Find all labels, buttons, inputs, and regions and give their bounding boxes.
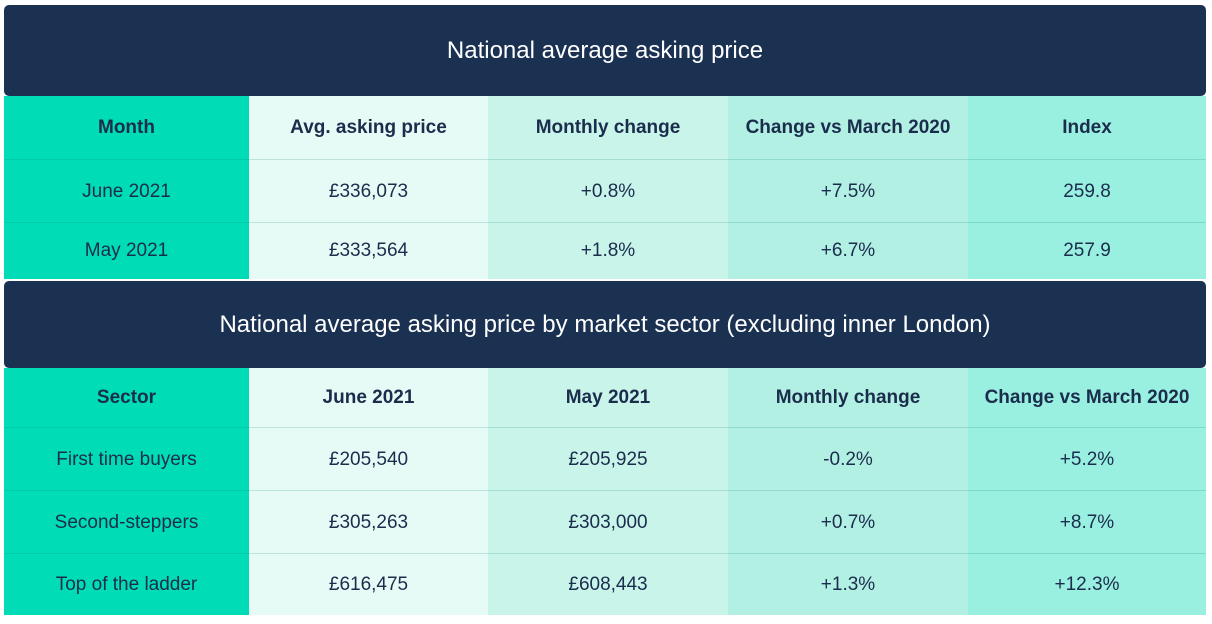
table1-title: National average asking price [446, 36, 764, 64]
table2-row3-change-vs-march: +12.3% [968, 554, 1206, 615]
table1-header-change-vs-march: Change vs March 2020 [728, 96, 968, 160]
table2-row2-may: £303,000 [488, 491, 728, 554]
table1-row1-change-vs-march: +7.5% [728, 160, 968, 223]
table1-row1-avg-price: £336,073 [249, 160, 488, 223]
table2-row3-monthly-change: +1.3% [728, 554, 968, 615]
table2-row1-may: £205,925 [488, 428, 728, 491]
asking-price-table: Month Avg. asking price Monthly change C… [4, 96, 1206, 279]
table1-row1-index: 259.8 [968, 160, 1206, 223]
table1-header-avg-price: Avg. asking price [249, 96, 488, 160]
table1-header-index: Index [968, 96, 1206, 160]
table2-row1-sector: First time buyers [4, 428, 249, 491]
table2-row2-sector: Second-steppers [4, 491, 249, 554]
table2-header-june: June 2021 [249, 368, 488, 428]
table2-header-monthly-change: Monthly change [728, 368, 968, 428]
table2-title: National average asking price by market … [219, 310, 991, 338]
table1-header-month: Month [4, 96, 249, 160]
table1-row2-change-vs-march: +6.7% [728, 223, 968, 279]
market-sector-table: Sector June 2021 May 2021 Monthly change… [4, 368, 1206, 615]
table1-row2-avg-price: £333,564 [249, 223, 488, 279]
table2-row1-change-vs-march: +5.2% [968, 428, 1206, 491]
table2-row2-monthly-change: +0.7% [728, 491, 968, 554]
table1-title-banner: National average asking price [4, 5, 1206, 96]
table1-header-monthly-change: Monthly change [488, 96, 728, 160]
table2-row3-june: £616,475 [249, 554, 488, 615]
table1-row2-month: May 2021 [4, 223, 249, 279]
table2-title-banner: National average asking price by market … [4, 281, 1206, 368]
table2-row3-sector: Top of the ladder [4, 554, 249, 615]
table2-row1-monthly-change: -0.2% [728, 428, 968, 491]
table1-row2-monthly-change: +1.8% [488, 223, 728, 279]
table2-header-may: May 2021 [488, 368, 728, 428]
table2-header-sector: Sector [4, 368, 249, 428]
table2-row2-change-vs-march: +8.7% [968, 491, 1206, 554]
table2-header-change-vs-march: Change vs March 2020 [968, 368, 1206, 428]
table2-row2-june: £305,263 [249, 491, 488, 554]
table1-row2-index: 257.9 [968, 223, 1206, 279]
table2-row3-may: £608,443 [488, 554, 728, 615]
table2-row1-june: £205,540 [249, 428, 488, 491]
table1-row1-month: June 2021 [4, 160, 249, 223]
table1-row1-monthly-change: +0.8% [488, 160, 728, 223]
